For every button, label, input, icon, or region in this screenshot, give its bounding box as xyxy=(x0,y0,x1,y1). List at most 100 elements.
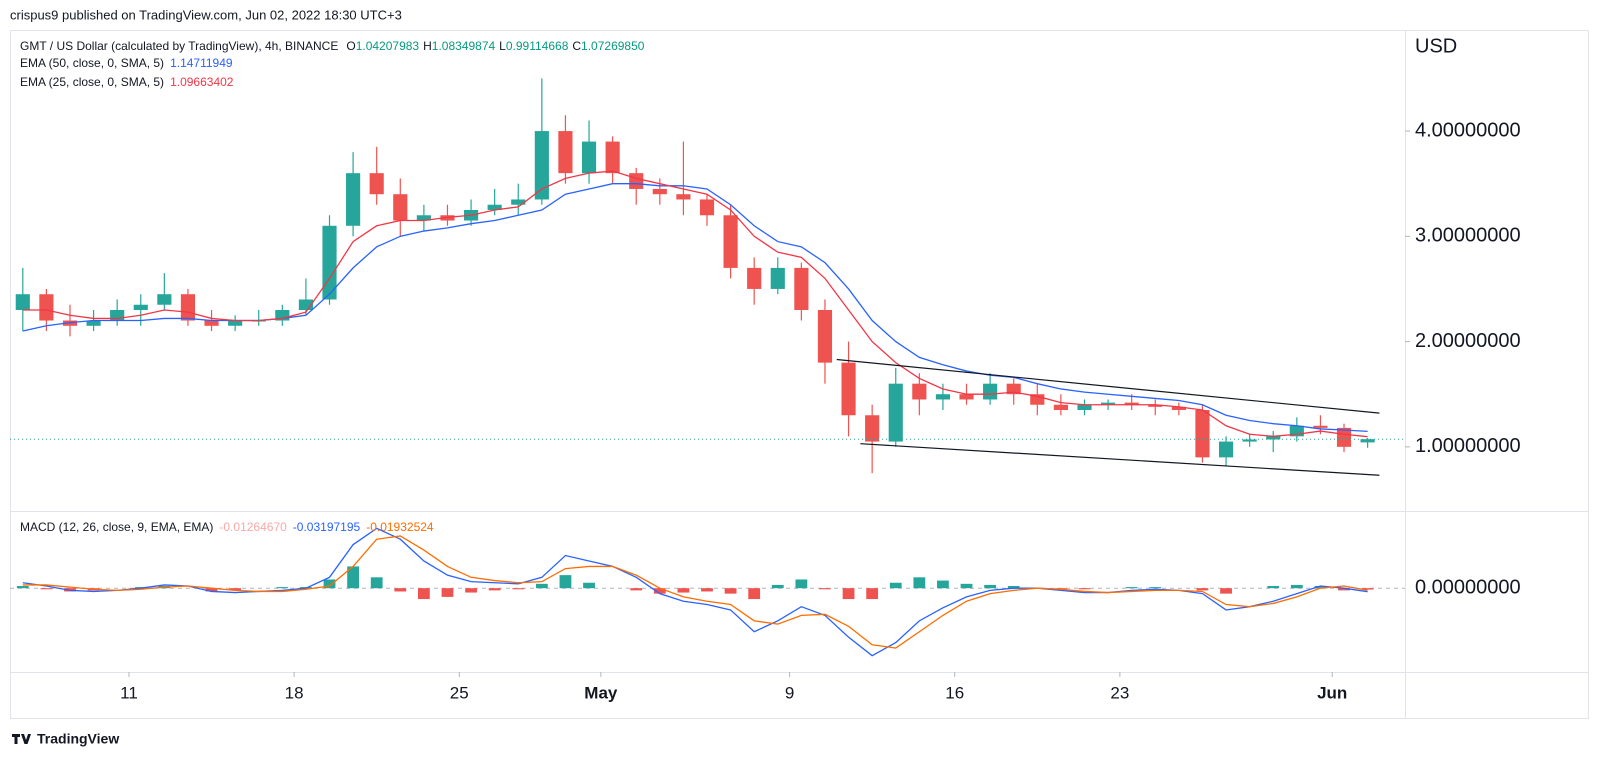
macd-histogram-bar xyxy=(653,588,666,594)
macd-histogram-bar xyxy=(488,588,501,591)
x-tick-label: 18 xyxy=(285,683,304,702)
macd-histogram-bar xyxy=(370,577,383,589)
x-tick-label: 9 xyxy=(785,683,794,702)
candle-body xyxy=(1360,439,1375,443)
candle-body xyxy=(1218,441,1234,458)
macd-histogram-bar xyxy=(323,579,336,589)
candle-body xyxy=(416,215,431,221)
macd-histogram-bar xyxy=(1314,586,1327,589)
signal-value: -0.01932524 xyxy=(366,520,434,534)
ema-line xyxy=(22,170,1368,438)
candle-body xyxy=(1101,402,1116,405)
candle-body xyxy=(1242,439,1257,442)
macd-histogram-bar xyxy=(889,582,902,589)
ohlc-key: O xyxy=(346,39,355,53)
candle-body xyxy=(794,267,809,310)
macd-histogram-bar xyxy=(40,588,53,590)
macd-histogram-bar xyxy=(205,588,218,592)
candle-body xyxy=(817,310,833,363)
candle-body xyxy=(511,199,526,205)
macd-histogram-bar xyxy=(1361,588,1374,590)
macd-histogram-bar xyxy=(1196,588,1209,591)
macd-histogram-bar xyxy=(394,588,407,592)
macd-histogram-bar xyxy=(347,566,359,589)
ema-value: 1.14711949 xyxy=(170,56,233,70)
candle-body xyxy=(228,320,243,326)
ohlc-key: C xyxy=(572,39,581,53)
candle-body xyxy=(629,173,644,189)
candle-body xyxy=(133,304,148,310)
candle-body xyxy=(652,188,667,195)
signal-line xyxy=(22,535,1368,649)
candle-body xyxy=(1313,425,1328,428)
ohlc-value: 0.99114668 xyxy=(506,39,569,53)
candle-body xyxy=(959,394,974,400)
ema-name: EMA (50, close, 0, SMA, 5) xyxy=(20,56,164,70)
ema-legend: EMA (25, close, 0, SMA, 5) 1.09663402 xyxy=(20,75,234,89)
trendline xyxy=(836,358,1380,414)
ohlc-key: H xyxy=(423,39,432,53)
macd-histogram-bar xyxy=(559,575,572,589)
macd-histogram-bar xyxy=(819,588,831,590)
candle-body xyxy=(157,294,172,305)
macd-histogram-bar xyxy=(630,588,643,591)
ema-name: EMA (25, close, 0, SMA, 5) xyxy=(20,75,164,89)
macd-histogram-bar xyxy=(866,588,879,600)
candle-body xyxy=(1077,404,1092,410)
macd-histogram-bar xyxy=(795,579,808,589)
candle-body xyxy=(912,383,927,400)
x-tick-label: 11 xyxy=(120,683,138,702)
macd-histogram-bar xyxy=(583,582,595,589)
macd-histogram-bar xyxy=(1338,588,1350,591)
ohlc-value: 1.04207983 xyxy=(356,39,420,53)
macd-histogram-bar xyxy=(16,586,29,589)
y-tick-label: 1.00000000 xyxy=(1415,435,1521,457)
publish-header: crispus9 published on TradingView.com, J… xyxy=(10,7,402,22)
macd-histogram-bar xyxy=(771,584,784,589)
candle-body xyxy=(86,320,101,326)
macd-histogram-bar xyxy=(535,583,548,589)
symbol-title: GMT / US Dollar (calculated by TradingVi… xyxy=(20,39,338,53)
macd-histogram-bar xyxy=(441,588,454,597)
ema-value: 1.09663402 xyxy=(170,75,234,89)
candle-body xyxy=(180,294,196,321)
candle-body xyxy=(605,141,620,174)
x-tick-label: 23 xyxy=(1110,683,1129,702)
y-tick-label: 4.00000000 xyxy=(1415,119,1521,141)
candle-body xyxy=(15,294,30,310)
candle-body xyxy=(1053,404,1068,410)
y-tick-label: 2.00000000 xyxy=(1415,330,1521,352)
macd-histogram-bar xyxy=(1149,587,1162,589)
macd-histogram-bar xyxy=(276,587,289,589)
candle-body xyxy=(699,199,715,216)
candle-body xyxy=(888,383,903,442)
x-tick-label: May xyxy=(584,683,618,702)
legend: GMT / US Dollar (calculated by TradingVi… xyxy=(20,39,645,534)
macd-value: -0.03197195 xyxy=(293,520,361,534)
x-tick-label: 16 xyxy=(945,683,964,702)
footer-brand: TradingView xyxy=(37,731,119,747)
macd-histogram-bar xyxy=(937,580,949,589)
candle-body xyxy=(1148,404,1163,407)
macd-histogram-bar xyxy=(512,588,525,590)
candle-body xyxy=(204,320,219,326)
candle-body xyxy=(983,383,998,400)
macd-histogram-bar xyxy=(984,584,997,589)
candle-body xyxy=(369,173,384,195)
macd-histogram-bar xyxy=(913,577,926,589)
candle-body xyxy=(770,267,785,289)
y-tick-label: 3.00000000 xyxy=(1415,225,1521,247)
candle-body xyxy=(1030,394,1045,405)
candle-body xyxy=(865,415,880,442)
candle-body xyxy=(1171,406,1186,410)
macd-histogram-bar xyxy=(1125,587,1138,589)
ohlc-value: 1.07269850 xyxy=(581,39,645,53)
currency-label: USD xyxy=(1415,35,1457,57)
macd-histogram-bar xyxy=(1220,588,1232,594)
x-tick-label: Jun xyxy=(1317,683,1347,702)
macd-legend: MACD (12, 26, close, 9, EMA, EMA) -0.0126… xyxy=(20,520,434,534)
candle-body xyxy=(581,141,597,174)
macd-histogram-bar xyxy=(960,583,973,589)
macd-histogram-bar xyxy=(229,588,242,591)
macd-histogram-bar xyxy=(417,588,430,600)
